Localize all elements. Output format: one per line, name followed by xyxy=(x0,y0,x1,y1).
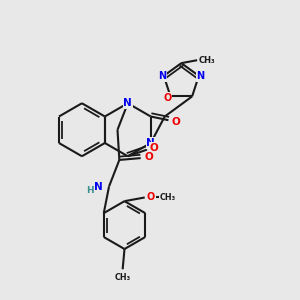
Text: N: N xyxy=(146,138,155,148)
Text: CH₃: CH₃ xyxy=(115,273,131,282)
Text: O: O xyxy=(147,192,155,202)
Text: CH₃: CH₃ xyxy=(160,193,176,202)
Text: N: N xyxy=(94,182,103,192)
Text: H: H xyxy=(86,186,94,195)
Text: O: O xyxy=(164,93,172,103)
Text: O: O xyxy=(144,152,153,162)
Text: O: O xyxy=(171,117,180,127)
Text: N: N xyxy=(123,98,132,108)
Text: O: O xyxy=(150,143,159,153)
Text: CH₃: CH₃ xyxy=(199,56,215,65)
Text: N: N xyxy=(158,71,166,81)
Text: N: N xyxy=(196,71,205,81)
